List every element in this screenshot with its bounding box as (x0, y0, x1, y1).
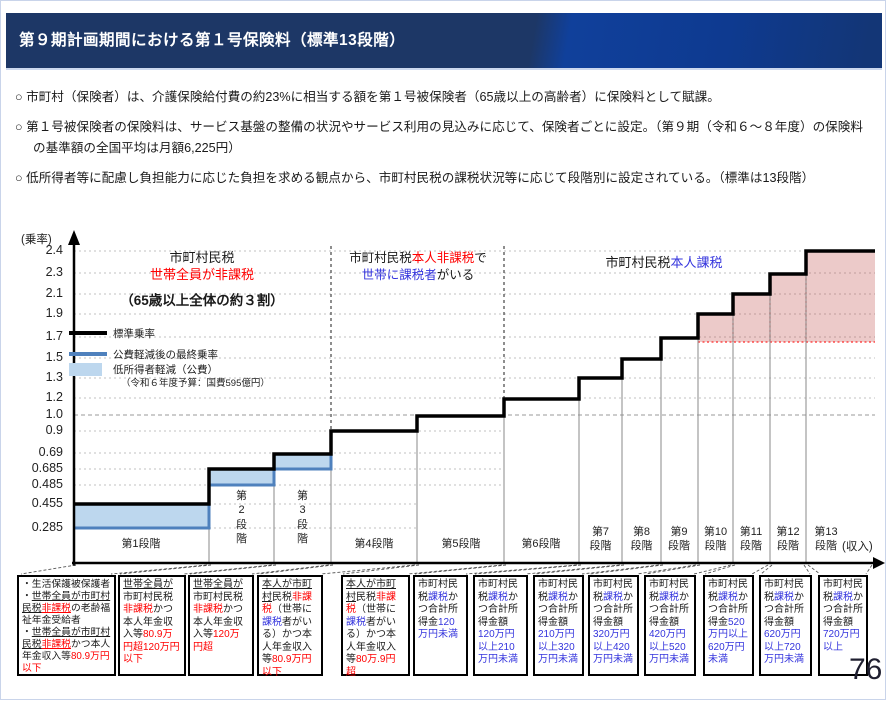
tier-box: 市町村民税課税かつ合計所得金520万円以上620万円未満 (703, 575, 754, 676)
tier-box: 市町村民税課税かつ合計所得金120万円未満 (413, 575, 468, 676)
x-axis-unit-label: (収入) (842, 541, 873, 553)
tier-label: 第9 段階 (668, 526, 690, 552)
y-tick-label: 0.9 (45, 423, 63, 437)
x-axis (72, 557, 885, 569)
page-title: 第９期計画期間における第１号保険料（標準13段階） (19, 32, 406, 49)
y-tick-label: 1.2 (45, 390, 63, 404)
y-tick-label: 1.7 (45, 329, 63, 343)
box-connectors (20, 564, 873, 575)
section-divider (330, 246, 505, 453)
tier-label: 第11 段階 (739, 526, 763, 552)
tier-label: 第13 段階 (814, 526, 838, 552)
legend-item-lowincome-reduction: 低所得者軽減（公費） (113, 364, 218, 376)
section-label-nontax-person: 市町村民税本人非課税で (349, 251, 487, 265)
y-tick-label: 2.1 (45, 286, 63, 300)
tier-label: 第 2 段 階 (236, 490, 247, 545)
y-tick-label: 1.3 (45, 370, 63, 384)
tier-box: 市町村民税課税かつ合計所得金額420万円以上520万円未満 (644, 575, 696, 676)
tier-label: 第6段階 (521, 538, 561, 550)
y-axis (68, 230, 80, 566)
summary-bullets: ○ 市町村（保険者）は、介護保険給付費の約23%に相当する額を第１号被保険者（6… (15, 87, 871, 199)
section-label-nontax-household: 市町村民税 (169, 250, 235, 265)
tier-label: 第7 段階 (589, 526, 612, 552)
tier-box: 世帯全員が市町村民税非課税かつ本人年金収入等80.9万円超120万円以下 (118, 575, 186, 676)
bullet-point: ○ 低所得者等に配慮し負担能力に応じた負担を求める観点から、市町村民税の課税状況… (15, 171, 815, 186)
y-tick-label: 0.69 (38, 445, 63, 459)
rate-increase-highlight-area (698, 251, 875, 342)
tier-label: 第 3 段 階 (297, 490, 308, 545)
page-number: 76 (849, 653, 883, 686)
y-tick-label: 1.5 (45, 350, 63, 364)
lowincome-reduction-area (74, 454, 331, 528)
title-banner: 第９期計画期間における第１号保険料（標準13段階） (6, 13, 882, 70)
reduced-rate-stepline (74, 454, 333, 530)
standard-rate-stepline (74, 249, 875, 506)
section-label-nontax-household-share: （65歳以上全体の約３割） (120, 293, 284, 308)
section-label-tax-person: 市町村民税本人課税 (605, 255, 723, 270)
tier-box: 本人が市町村民税非課税（世帯に課税者がいる）かつ本人年金収入等80.9万円以下 (257, 575, 323, 678)
tier-box: 本人が市町村民税非課税（世帯に課税者がいる）かつ本人年金収入等80万.9円超 (341, 575, 410, 678)
y-tick-label: 0.285 (31, 520, 63, 534)
section-label-nontax-household: 世帯全員が非課税 (149, 267, 254, 282)
tier-box: 市町村民税課税かつ合計所得金額210万円以上320万円未満 (533, 575, 584, 676)
tier-box: 世帯全員が市町村民税非課税かつ本人年金収入等120万円超 (188, 575, 254, 676)
tier-box: ・生活保護被保護者 ・世帯全員が市町村民税非課税の老齢福祉年金受給者 ・世帯全員… (17, 575, 116, 676)
tier-label: 第4段階 (354, 538, 394, 550)
bullet-point: ○ 市町村（保険者）は、介護保険給付費の約23%に相当する額を第１号被保険者（6… (15, 90, 720, 104)
tier-box: 市町村民税課税かつ合計所得金額320万円以上420万円未満 (588, 575, 639, 676)
tier-label: 第8 段階 (630, 526, 653, 552)
legend-item-standard-rate: 標準乗率 (113, 328, 155, 340)
legend-swatch-standard (69, 331, 107, 335)
tier-box: 市町村民税課税かつ合計所得金額620万円以上720万円未満 (759, 575, 812, 676)
legend-swatch-lowincome (69, 363, 102, 376)
tier-label: 第5段階 (441, 538, 481, 550)
y-tick-label: 0.685 (31, 461, 63, 475)
tier-label: 第12 段階 (776, 526, 800, 552)
legend-item-lowincome-note: （令和６年度予算：国費595億円） (121, 378, 270, 389)
legend-swatch-reduced (69, 352, 107, 356)
y-axis-unit-label: (乗率) (21, 234, 52, 246)
tier-box: 市町村民税課税かつ合計所得金額120万円以上210万円未満 (473, 575, 528, 676)
legend-item-reduced-rate: 公費軽減後の最終乗率 (113, 349, 218, 361)
y-tick-label: 1.9 (45, 306, 63, 320)
y-tick-label: 2.4 (45, 243, 63, 257)
section-label-nontax-person: 世帯に課税者がいる (361, 268, 475, 282)
bullet-point: ○ 第１号被保険者の保険料は、サービス基盤の整備の状況やサービス利用の見込みに応… (15, 120, 863, 155)
tier-label: 第1段階 (121, 538, 161, 550)
y-tick-label: 2.3 (45, 265, 63, 279)
tier-box: 市町村民税課税かつ合計所得金額720万円以上 (818, 575, 868, 676)
y-tick-label: 0.485 (31, 477, 63, 491)
tier-label: 第10 段階 (703, 526, 728, 552)
y-tick-label: 1.0 (45, 407, 63, 421)
y-tick-label: 0.455 (31, 496, 63, 510)
